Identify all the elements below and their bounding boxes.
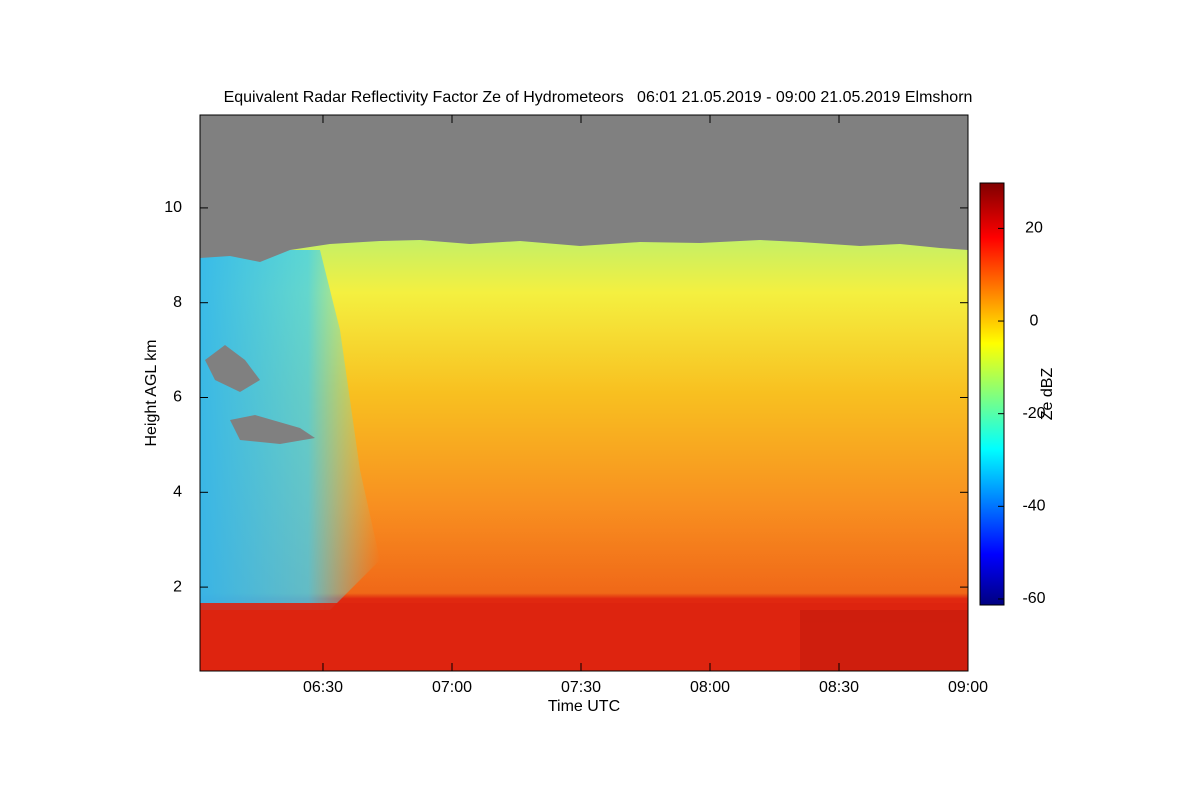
colorbar-tick-label: -60 <box>1022 590 1045 607</box>
colorbar-label: Ze dBZ <box>1039 368 1056 421</box>
reflectivity-field <box>200 115 968 671</box>
plot-frame <box>199 114 969 672</box>
y-tick-label: 6 <box>173 389 182 406</box>
y-tick-label: 4 <box>173 484 182 501</box>
colorbar <box>979 182 1005 606</box>
x-tick-label: 09:00 <box>948 679 988 696</box>
colorbar-tick-label: 20 <box>1025 220 1043 237</box>
y-tick-label: 2 <box>173 578 182 595</box>
colorbar-tick-label: 0 <box>1030 312 1039 329</box>
x-tick-label: 07:00 <box>432 679 472 696</box>
chart-title: Equivalent Radar Reflectivity Factor Ze … <box>224 89 973 106</box>
y-tick-label: 10 <box>164 199 182 216</box>
x-tick-label: 06:30 <box>303 679 343 696</box>
x-tick-label: 08:30 <box>819 679 859 696</box>
colorbar-tick-label: -40 <box>1022 498 1045 515</box>
x-axis-label: Time UTC <box>548 698 620 715</box>
y-tick-label: 8 <box>173 294 182 311</box>
x-tick-label: 07:30 <box>561 679 601 696</box>
colorbar-tick-label: -20 <box>1022 405 1045 422</box>
x-tick-label: 08:00 <box>690 679 730 696</box>
y-axis-label: Height AGL km <box>143 339 160 446</box>
